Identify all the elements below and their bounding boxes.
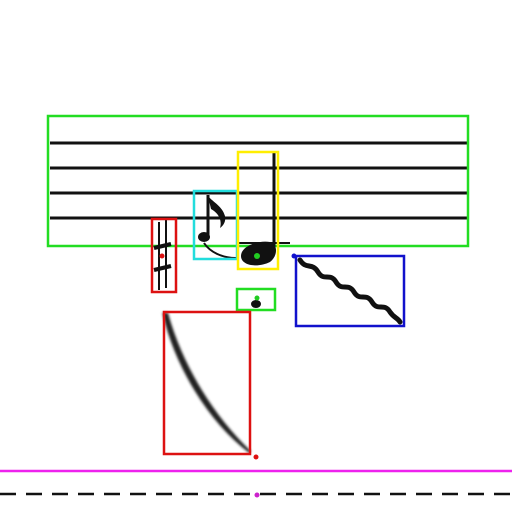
- dot-bounding-box: [235, 287, 277, 312]
- dot-anchor-point: [254, 295, 260, 301]
- quarter-note-bounding-box: [236, 150, 280, 271]
- sharp-anchor-point: [159, 253, 165, 259]
- sharp-accidental: [153, 220, 172, 290]
- eighth-note: [198, 195, 237, 259]
- eighth-note-bounding-box: [192, 189, 239, 261]
- augmentation-dot: [251, 300, 261, 308]
- glissando-wave: [297, 257, 403, 325]
- staff: [50, 141, 468, 244]
- quarter-note-anchor-point: [254, 253, 260, 259]
- staff-bounding-box: [46, 114, 470, 248]
- sharp-bounding-box: [150, 217, 178, 294]
- glissando-bounding-box: [294, 254, 406, 328]
- slur-bounding-box: [162, 310, 252, 456]
- glissando-anchor-point: [291, 253, 297, 259]
- guide-anchor-point: [254, 492, 260, 498]
- quarter-note: [241, 153, 276, 266]
- slur-anchor-point: [253, 454, 259, 460]
- slur-curve: [162, 312, 251, 453]
